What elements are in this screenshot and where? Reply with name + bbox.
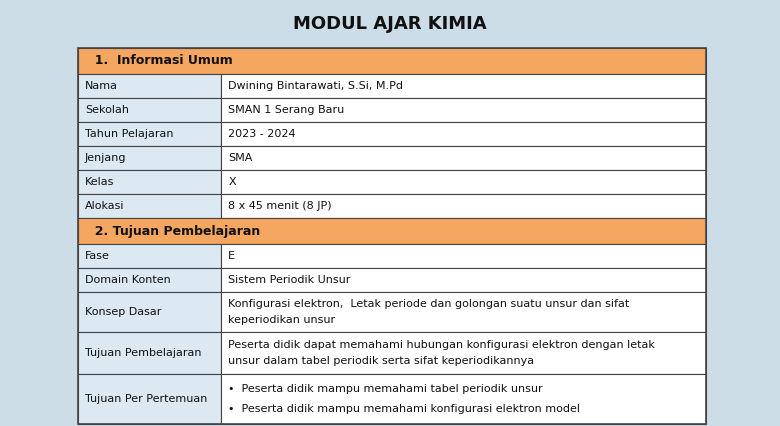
Text: Tujuan Pembelajaran: Tujuan Pembelajaran (85, 348, 201, 358)
Bar (78, 48, 706, 424)
Text: Domain Konten: Domain Konten (85, 275, 171, 285)
Text: keperiodikan unsur: keperiodikan unsur (229, 315, 335, 325)
Text: Fase: Fase (85, 251, 110, 261)
Text: Nama: Nama (85, 81, 118, 91)
Text: Tahun Pelajaran: Tahun Pelajaran (85, 129, 173, 139)
Bar (78, 48, 706, 74)
Bar (78, 268, 222, 292)
Text: Alokasi: Alokasi (85, 201, 125, 211)
Bar (222, 122, 706, 146)
Text: Konsep Dasar: Konsep Dasar (85, 307, 161, 317)
Text: X: X (229, 177, 236, 187)
Text: Tujuan Per Pertemuan: Tujuan Per Pertemuan (85, 394, 207, 404)
Bar (78, 122, 222, 146)
Text: Sekolah: Sekolah (85, 105, 129, 115)
Text: Kelas: Kelas (85, 177, 115, 187)
Bar (78, 98, 222, 122)
Bar (222, 98, 706, 122)
Bar (78, 332, 222, 374)
Text: Peserta didik dapat memahami hubungan konfigurasi elektron dengan letak: Peserta didik dapat memahami hubungan ko… (229, 340, 655, 350)
Bar (78, 170, 222, 194)
Bar (222, 268, 706, 292)
Text: SMAN 1 Serang Baru: SMAN 1 Serang Baru (229, 105, 345, 115)
Bar (78, 74, 222, 98)
Text: Dwining Bintarawati, S.Si, M.Pd: Dwining Bintarawati, S.Si, M.Pd (229, 81, 403, 91)
Bar (78, 194, 222, 218)
Bar (78, 244, 222, 268)
Text: Konfigurasi elektron,  Letak periode dan golongan suatu unsur dan sifat: Konfigurasi elektron, Letak periode dan … (229, 299, 629, 309)
Text: 8 x 45 menit (8 JP): 8 x 45 menit (8 JP) (229, 201, 332, 211)
Text: 2. Tujuan Pembelajaran: 2. Tujuan Pembelajaran (86, 225, 261, 238)
Bar (222, 374, 706, 424)
Bar (78, 374, 222, 424)
Text: E: E (229, 251, 236, 261)
Bar (78, 146, 222, 170)
Text: SMA: SMA (229, 153, 253, 163)
Text: •  Peserta didik mampu memahami tabel periodik unsur: • Peserta didik mampu memahami tabel per… (229, 384, 543, 394)
Bar (78, 218, 706, 244)
Text: unsur dalam tabel periodik serta sifat keperiodikannya: unsur dalam tabel periodik serta sifat k… (229, 356, 534, 366)
Bar (222, 332, 706, 374)
Text: MODUL AJAR KIMIA: MODUL AJAR KIMIA (293, 15, 487, 33)
Bar (222, 292, 706, 332)
Bar (78, 292, 222, 332)
Bar (222, 146, 706, 170)
Text: •  Peserta didik mampu memahami konfigurasi elektron model: • Peserta didik mampu memahami konfigura… (229, 403, 580, 414)
Bar (222, 194, 706, 218)
Bar (222, 170, 706, 194)
Text: 2023 - 2024: 2023 - 2024 (229, 129, 296, 139)
Text: Jenjang: Jenjang (85, 153, 126, 163)
Text: Sistem Periodik Unsur: Sistem Periodik Unsur (229, 275, 350, 285)
Bar (222, 74, 706, 98)
Text: 1.  Informasi Umum: 1. Informasi Umum (86, 55, 232, 67)
Bar (222, 244, 706, 268)
